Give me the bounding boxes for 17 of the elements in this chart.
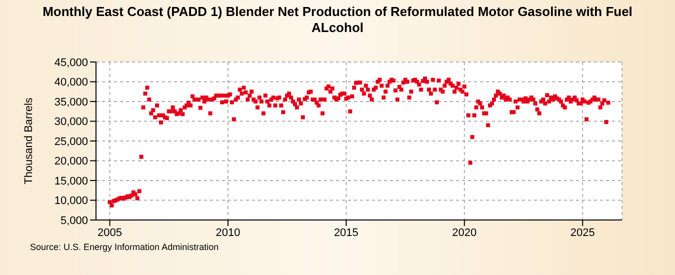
y-tick-label: 45,000	[54, 56, 88, 69]
y-tick-label: 5,000	[60, 214, 88, 227]
source-note: Source: U.S. Energy Information Administration	[30, 242, 219, 252]
x-tick-label: 2005	[98, 226, 122, 239]
y-tick-label: 35,000	[54, 96, 88, 108]
x-tick-label: 2015	[334, 226, 358, 239]
x-tick-label: 2010	[216, 226, 240, 239]
x-tick-label: 2020	[452, 226, 477, 239]
y-tick-label: 20,000	[54, 156, 88, 168]
y-tick-label: 10,000	[54, 195, 88, 208]
chart-title: Monthly East Coast (PADD 1) Blender Net Production of Reformulated Motor Gasoline with Fuel ALcohol	[42, 4, 634, 36]
y-tick-label: 40,000	[54, 76, 88, 89]
y-axis-title: Thousand Barrels	[22, 97, 35, 184]
y-tick-label: 15,000	[54, 175, 88, 188]
x-tick-label: 2025	[570, 226, 595, 239]
y-tick-label: 30,000	[54, 116, 88, 128]
y-tick-label: 25,000	[54, 136, 88, 148]
